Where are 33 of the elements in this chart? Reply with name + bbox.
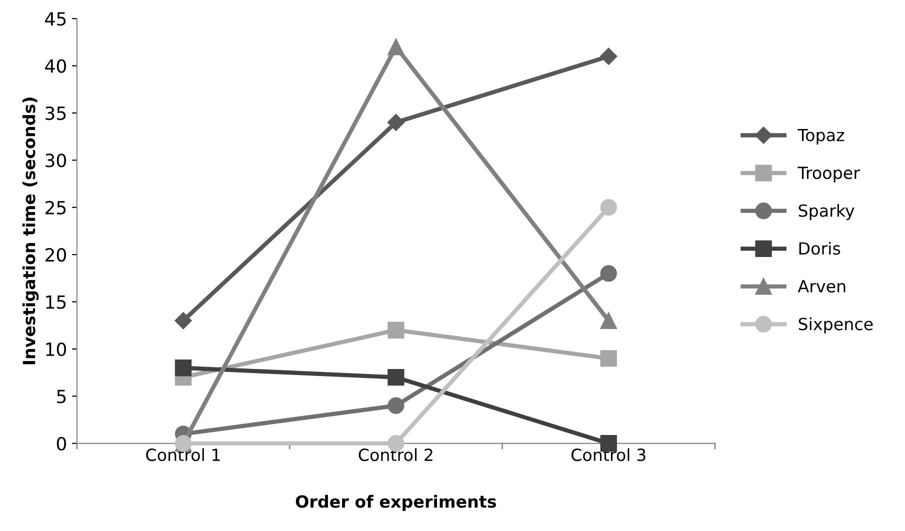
point (600, 48, 618, 65)
point (600, 265, 617, 282)
legend-label: Sparky (798, 204, 854, 220)
point (388, 397, 404, 414)
y-tick-label: 40 (45, 59, 66, 73)
point (388, 368, 404, 386)
y-tick-label: 30 (46, 154, 66, 168)
y-tick-label: 25 (46, 200, 66, 214)
y-tick-label: 20 (46, 248, 66, 262)
y-tick-label: 0 (56, 436, 66, 450)
x-tick-label: Control 2 (358, 448, 432, 462)
point (174, 360, 192, 376)
point (600, 350, 617, 367)
x-axis-title: Order of experiments (296, 494, 496, 512)
legend-label: Trooper (798, 166, 860, 182)
point (600, 312, 617, 329)
y-tick-label: 45 (45, 12, 66, 26)
y-tick-label: 35 (46, 106, 66, 120)
point (388, 322, 404, 338)
y-tick-label: 15 (46, 295, 66, 309)
point (387, 114, 404, 131)
y-axis-title: Investigation time (seconds) (22, 98, 39, 364)
point (174, 312, 192, 330)
legend-label: Arven (798, 280, 846, 293)
x-tick-label: Control 3 (571, 448, 646, 462)
legend-label: Sixpence (798, 317, 873, 334)
y-tick-label: 5 (57, 390, 66, 404)
legend-label: Topaz (798, 128, 844, 145)
y-tick-label: 10 (46, 342, 66, 356)
legend-label: Doris (799, 242, 840, 255)
point (388, 38, 404, 56)
x-tick-label: Control 1 (146, 448, 220, 462)
point (600, 199, 617, 216)
